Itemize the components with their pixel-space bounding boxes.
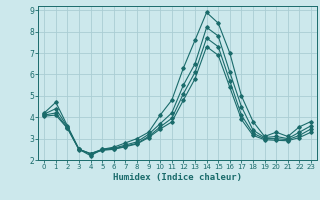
X-axis label: Humidex (Indice chaleur): Humidex (Indice chaleur): [113, 173, 242, 182]
